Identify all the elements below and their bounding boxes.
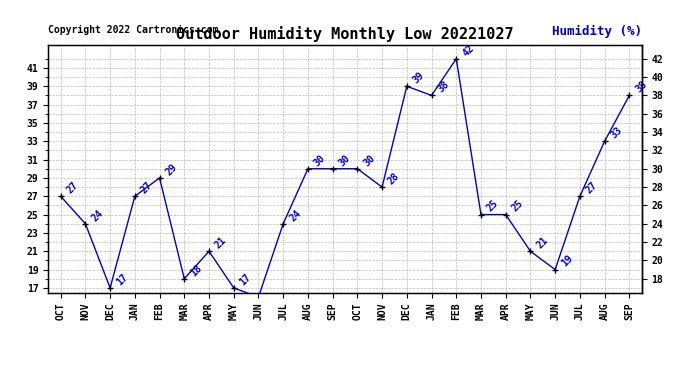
Text: 28: 28	[386, 171, 402, 186]
Text: 25: 25	[485, 198, 500, 214]
Text: 30: 30	[362, 153, 377, 168]
Text: 38: 38	[435, 79, 451, 94]
Text: 27: 27	[139, 180, 155, 195]
Text: Copyright 2022 Cartronics.com: Copyright 2022 Cartronics.com	[48, 25, 219, 35]
Text: 42: 42	[460, 43, 476, 58]
Text: 19: 19	[560, 254, 575, 269]
Text: 27: 27	[65, 180, 80, 195]
Text: 21: 21	[535, 235, 550, 250]
Title: Outdoor Humidity Monthly Low 20221027: Outdoor Humidity Monthly Low 20221027	[176, 27, 514, 42]
Text: 38: 38	[633, 79, 649, 94]
Text: 29: 29	[164, 162, 179, 177]
Text: 17: 17	[115, 272, 130, 287]
Text: 17: 17	[238, 272, 253, 287]
Text: 21: 21	[213, 235, 228, 250]
Text: 30: 30	[337, 153, 352, 168]
Text: 18: 18	[188, 262, 204, 278]
Text: 27: 27	[584, 180, 600, 195]
Text: Humidity (%): Humidity (%)	[552, 25, 642, 38]
Text: 30: 30	[312, 153, 328, 168]
Text: 25: 25	[510, 198, 525, 214]
Text: 16: 16	[0, 374, 1, 375]
Text: 33: 33	[609, 125, 624, 141]
Text: 24: 24	[287, 208, 303, 223]
Text: 39: 39	[411, 70, 426, 86]
Text: 24: 24	[90, 208, 105, 223]
